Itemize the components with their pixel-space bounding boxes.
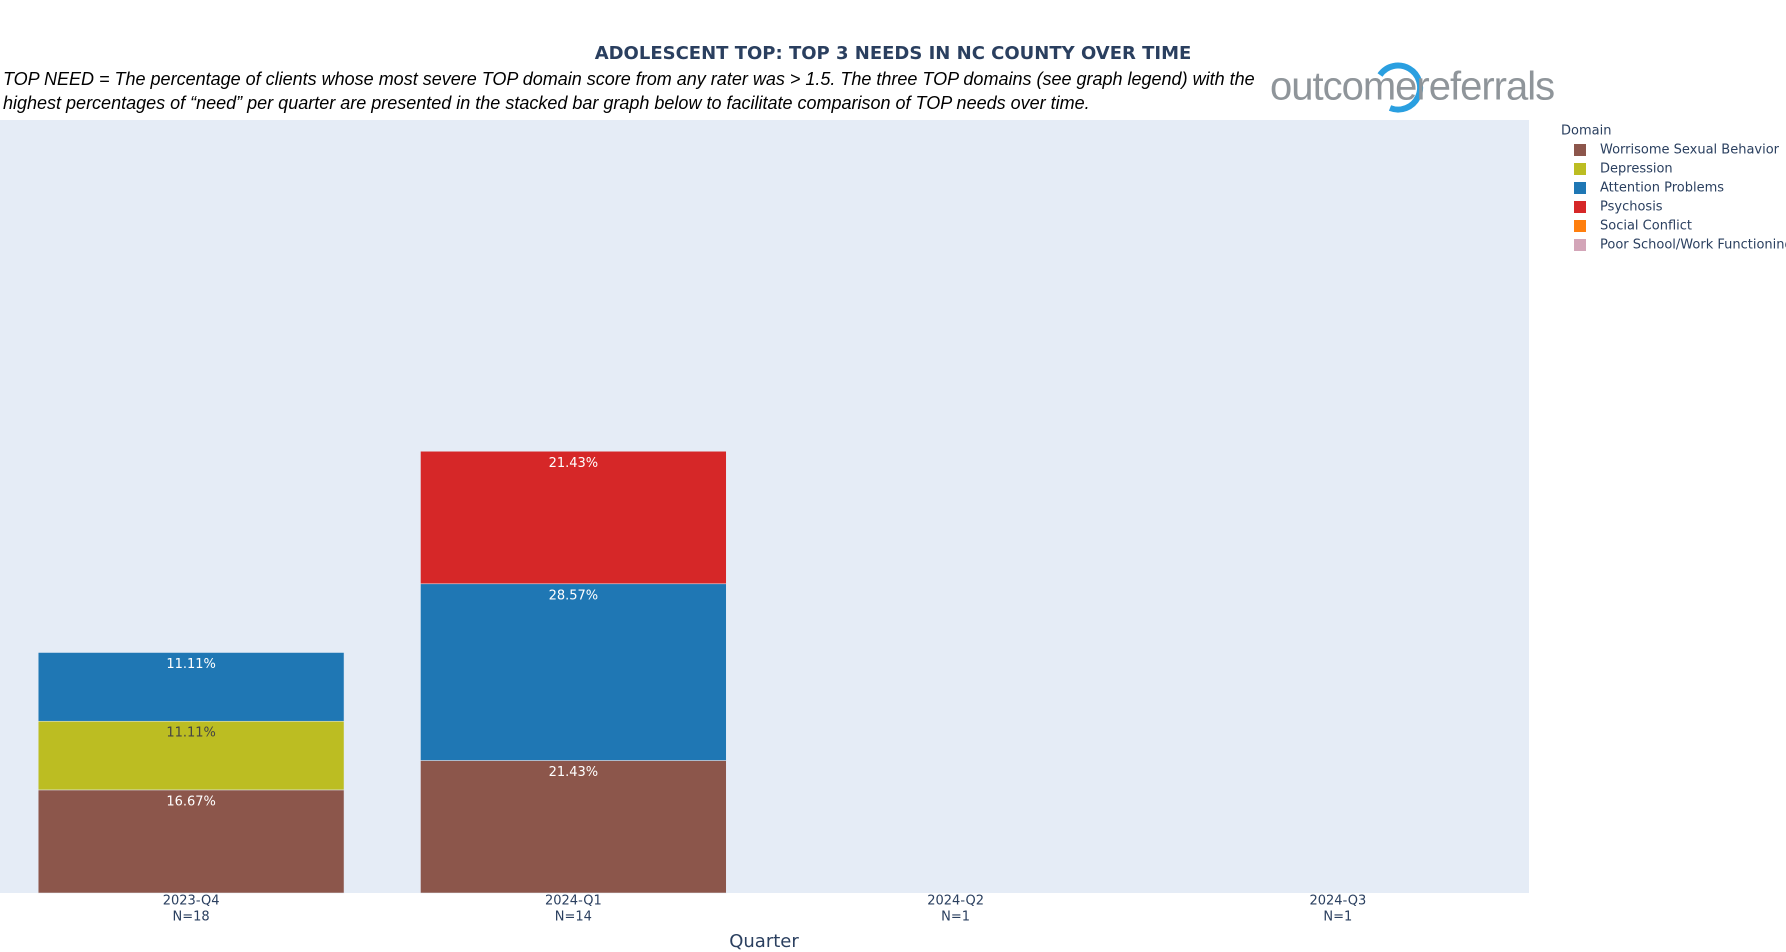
value-label: 11.11% xyxy=(166,726,216,741)
value-label: 16.67% xyxy=(166,794,216,809)
legend-label: Social Conflict xyxy=(1600,219,1692,234)
chart-subtitle: highest percentages of “need” per quarte… xyxy=(3,93,1090,113)
chart-title: ADOLESCENT TOP: TOP 3 NEEDS IN NC COUNTY… xyxy=(595,43,1192,64)
legend-label: Poor School/Work Functioning xyxy=(1600,238,1786,253)
value-label: 28.57% xyxy=(549,588,599,603)
bar-segment xyxy=(37,789,345,894)
legend-label: Psychosis xyxy=(1600,200,1663,215)
bar-segment xyxy=(420,760,727,894)
x-tick-label: 2024-Q1 xyxy=(545,894,602,909)
bar-segment xyxy=(420,451,727,585)
legend-label: Worrisome Sexual Behavior xyxy=(1600,143,1780,158)
x-axis-label: Quarter xyxy=(729,931,799,952)
x-tick-count: N=1 xyxy=(941,910,970,925)
chart-subtitle: TOP NEED = The percentage of clients who… xyxy=(3,69,1255,89)
legend-swatch xyxy=(1574,144,1586,156)
logo-arc xyxy=(1377,62,1424,113)
x-tick-label: 2024-Q3 xyxy=(1309,894,1366,909)
bar-segment xyxy=(420,583,727,761)
x-tick-count: N=18 xyxy=(173,910,210,925)
bar-segment xyxy=(37,652,345,722)
x-tick-count: N=1 xyxy=(1323,910,1352,925)
x-tick-label: 2023-Q4 xyxy=(163,894,220,909)
value-label: 21.43% xyxy=(549,765,599,780)
legend-swatch xyxy=(1574,182,1586,194)
legend-label: Attention Problems xyxy=(1600,181,1724,196)
legend-swatch xyxy=(1574,163,1586,175)
logo-text: outcomereferrals xyxy=(1270,65,1554,109)
legend-swatch xyxy=(1574,220,1586,232)
legend-title: Domain xyxy=(1561,124,1611,139)
x-tick-count: N=14 xyxy=(555,910,592,925)
legend-label: Depression xyxy=(1600,162,1673,177)
legend-swatch xyxy=(1574,201,1586,213)
legend-swatch xyxy=(1574,239,1586,251)
value-label: 21.43% xyxy=(549,456,599,471)
x-tick-label: 2024-Q2 xyxy=(927,894,984,909)
bar-segment xyxy=(37,720,345,791)
logo: outcomereferrals xyxy=(1270,62,1555,113)
value-label: 11.11% xyxy=(166,657,216,672)
